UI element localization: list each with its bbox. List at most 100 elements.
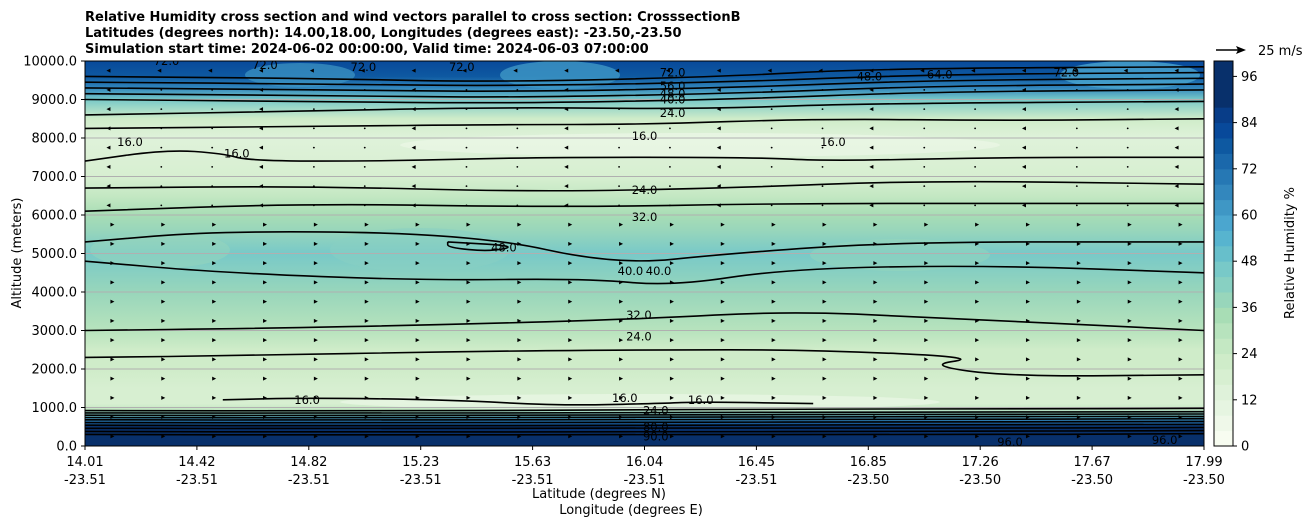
wind-vector [1021, 68, 1026, 73]
wind-vector [1075, 88, 1078, 91]
contour-label: 16.0 [632, 129, 658, 143]
contour-line-96 [85, 432, 1204, 436]
wind-vector [1021, 203, 1026, 208]
wind-vector [161, 261, 166, 266]
wind-vector [771, 280, 776, 285]
wind-vector [1127, 415, 1132, 420]
wind-vector [619, 222, 624, 227]
wind-vector [411, 87, 416, 92]
wind-vector [263, 261, 268, 266]
wind-vector [1127, 338, 1132, 343]
wind-vector [1021, 107, 1026, 112]
wind-vector [924, 241, 929, 246]
wind-vector [517, 318, 522, 323]
wind-vector [466, 241, 471, 246]
colorbar-segment [1214, 153, 1233, 170]
wind-vector [873, 280, 878, 285]
wind-vector [619, 280, 624, 285]
contour-label: 16.0 [820, 135, 846, 149]
wind-vectors [106, 68, 1183, 439]
wind-vector [822, 280, 827, 285]
contour-label: 64.0 [927, 67, 953, 81]
wind-vector [923, 88, 926, 91]
wind-vector [869, 184, 874, 189]
wind-vector [517, 434, 522, 439]
contour-label: 56.0 [660, 79, 686, 93]
colorbar-segment [1214, 292, 1233, 308]
colorbar-segment [1214, 122, 1233, 139]
wind-vector [716, 107, 721, 112]
wind-vector [110, 357, 115, 362]
y-tick-label: 4000.0 [32, 286, 78, 301]
colorbar-segment [1214, 107, 1233, 124]
wind-vector [466, 357, 471, 362]
x-tick-label-lon: -23.51 [624, 473, 666, 488]
wind-vector [564, 145, 569, 150]
wind-vector [669, 146, 671, 149]
wind-vector [1072, 68, 1077, 73]
wind-vector [1025, 395, 1030, 400]
colorbar-segment [1214, 369, 1233, 385]
wind-vector [110, 376, 115, 381]
wind-vector [716, 68, 721, 73]
wind-vector [669, 280, 674, 285]
wind-vector [312, 88, 315, 91]
wind-vector [1174, 68, 1179, 73]
wind-vector [160, 127, 163, 130]
wind-vector [160, 185, 163, 188]
wind-vector [161, 299, 166, 304]
wind-vector [822, 415, 827, 420]
contour-line-64 [85, 420, 1204, 424]
wind-vector [110, 280, 115, 285]
wind-vector [1025, 280, 1030, 285]
wind-vector [212, 318, 217, 323]
contour-label: 72.0 [1053, 66, 1079, 80]
wind-vector [619, 376, 624, 381]
contour-line-32 [85, 202, 1204, 212]
wind-vector [822, 395, 827, 400]
contour-label: 40.0 [646, 264, 672, 278]
wind-vector [313, 434, 318, 439]
wind-vector [1178, 241, 1183, 246]
y-tick-label: 9000.0 [32, 93, 78, 108]
plot-area: 72.056.048.040.024.016.016.016.016.024.0… [85, 54, 1204, 446]
wind-vector [770, 146, 773, 149]
colorbar-segment [1214, 168, 1233, 185]
wind-vector [466, 395, 471, 400]
wind-vector [313, 357, 318, 362]
wind-vector [364, 376, 369, 381]
wind-vector [1076, 415, 1081, 420]
colorbar-frame [1213, 60, 1234, 447]
wind-vector [1021, 164, 1026, 169]
wind-vector [619, 261, 624, 266]
wind-vector [669, 222, 674, 227]
contour-line-40 [85, 231, 1204, 262]
wind-vector [821, 185, 824, 188]
wind-vector [411, 164, 416, 169]
contour-label: 48.0 [660, 87, 686, 101]
wind-vector [1178, 280, 1183, 285]
wind-vector [465, 146, 468, 149]
wind-key-label: 25 m/s [1258, 44, 1303, 59]
x-tick-label-lat: 14.82 [290, 455, 327, 470]
wind-vector [313, 318, 318, 323]
moist-patch [90, 232, 230, 268]
wind-vector [568, 376, 573, 381]
y-tick-label: 8000.0 [32, 132, 78, 147]
wind-vector [1127, 434, 1132, 439]
wind-vector [564, 203, 569, 208]
wind-vector [618, 127, 620, 130]
wind-vector [669, 261, 674, 266]
contour-label: 72.0 [154, 54, 180, 68]
y-tick-label: 2000.0 [32, 363, 78, 378]
contour-label: 72.0 [252, 58, 278, 72]
wind-vector [312, 146, 315, 149]
wind-vector [1025, 299, 1030, 304]
wind-vector [110, 415, 115, 420]
contour-line-72 [85, 423, 1204, 427]
wind-vector [1178, 318, 1183, 323]
contour-line-16 [85, 150, 1204, 162]
wind-vector [313, 261, 318, 266]
contour-label: 90.0 [643, 429, 669, 443]
wind-vector [313, 338, 318, 343]
